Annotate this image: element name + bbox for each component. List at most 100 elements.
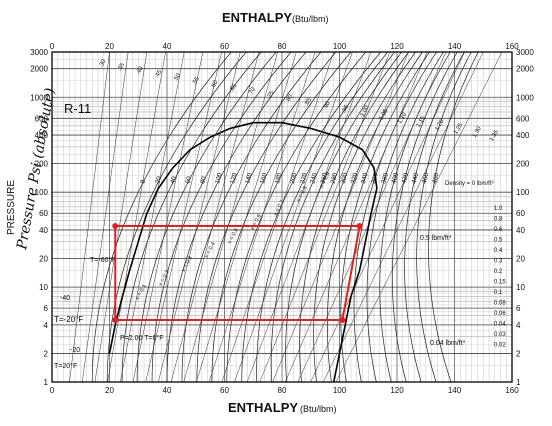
- density-value-label: 0.8: [494, 217, 503, 223]
- tick-labels: 0020204040606080801001001201201401401601…: [30, 42, 534, 395]
- x-tick-label-bottom: 40: [163, 386, 172, 395]
- x-tick-label-top: 140: [448, 42, 462, 51]
- y-tick-label-right: 60: [516, 209, 525, 218]
- density-value-label: 0.08: [494, 301, 506, 307]
- density-value-label: 0.02: [494, 343, 506, 349]
- y-tick-label-left: 2: [44, 349, 49, 358]
- isotherm-line: [166, 51, 307, 383]
- y-tick-label-left: 6: [44, 304, 49, 313]
- entropy-line: [285, 51, 428, 383]
- density-value-label: 0.3: [494, 259, 503, 265]
- isotherm-line: [404, 51, 465, 383]
- isotherm-line: [91, 51, 232, 383]
- isotherm-label: 480: [431, 172, 441, 185]
- isotherm-label: 80: [199, 175, 208, 184]
- density-value-label: 0.1: [494, 290, 503, 296]
- isotherm-label: 20: [154, 175, 163, 184]
- chart-title: R-11: [64, 101, 91, 116]
- y-tick-label-right: 1: [516, 378, 521, 387]
- isotherm-label: 460: [421, 172, 431, 185]
- cycle-state-point: [112, 223, 119, 230]
- x-tick-label-top: 80: [278, 42, 287, 51]
- entropy-label: .85: [304, 97, 314, 108]
- entropy-label: .35: [117, 62, 127, 73]
- entropy-line: [310, 51, 465, 383]
- entropy-label: .95: [341, 104, 351, 115]
- isotherm-line: [256, 51, 389, 383]
- y-tick-label-right: 2: [516, 349, 521, 358]
- density-value-label: 1.0: [494, 206, 503, 212]
- entropy-label: .80: [285, 93, 295, 104]
- y-tick-label-left: 10: [39, 283, 48, 292]
- entropy-line: [208, 51, 316, 383]
- isotherm-line: [428, 51, 479, 383]
- entropy-label: 1.15: [416, 115, 427, 129]
- isotherm-line: [196, 51, 337, 383]
- isotherm-line: [270, 51, 395, 383]
- y-tick-label-left: 1: [44, 378, 49, 387]
- density-value-label: 0.06: [494, 311, 506, 317]
- y-tick-label-right: 2000: [516, 65, 534, 74]
- entropy-line: [323, 51, 484, 383]
- entropy-line: [158, 51, 241, 383]
- y-tick-label-left: 20: [39, 255, 48, 264]
- entropy-label: .75: [266, 90, 276, 101]
- density-value-label: 0.2: [494, 269, 503, 275]
- y-tick-label-left: 60: [39, 209, 48, 218]
- isotherm-line: [241, 51, 382, 383]
- density-value-label: 0.6: [494, 227, 503, 233]
- y-tick-label-right: 100: [516, 188, 530, 197]
- y-tick-label-right: 20: [516, 255, 525, 264]
- cycle-overlay: [112, 223, 363, 324]
- y-tick-label-right: 10: [516, 283, 525, 292]
- entropy-line: [94, 51, 148, 383]
- isotherm-line: [121, 51, 262, 383]
- top-axis-title: ENTHALPY: [222, 10, 292, 25]
- isotherm-label: 260: [319, 172, 329, 185]
- isotherm-label: 440: [411, 172, 421, 185]
- density-value-label: 0.5: [494, 238, 503, 244]
- y-axis-label-printed: PRESSURE: [6, 180, 17, 235]
- entropy-label: .90: [322, 100, 332, 111]
- entropy-line: [221, 51, 334, 383]
- misc-label: T=-60°F: [90, 256, 116, 264]
- entropy-label: .50: [173, 72, 183, 83]
- x-tick-label-bottom: 60: [220, 386, 229, 395]
- x-tick-label-top: 40: [163, 42, 172, 51]
- isotherm-label: 200: [289, 172, 299, 185]
- isotherm-line: [151, 51, 292, 383]
- plot-frame: [51, 51, 513, 383]
- isotherm-line: [366, 51, 444, 383]
- y-tick-label-right: 600: [516, 114, 530, 123]
- y-tick-label-left: 40: [39, 226, 48, 235]
- isotherm-line: [391, 51, 458, 383]
- y-tick-label-right: 40: [516, 226, 525, 235]
- isotherm-label: 40: [169, 175, 178, 184]
- isotherm-label: 380: [380, 172, 390, 185]
- density-value-label: 0.03: [494, 332, 506, 338]
- y-tick-label-left: 400: [35, 131, 49, 140]
- axes: [51, 51, 513, 383]
- x-tick-label-top: 100: [333, 42, 347, 51]
- entropy-line: [132, 51, 204, 383]
- y-tick-label-right: 400: [516, 131, 530, 140]
- y-tick-label-right: 4: [516, 321, 521, 330]
- x-tick-label-top: 20: [105, 42, 114, 51]
- x-axis-label: ENTHALPY: [228, 400, 298, 415]
- isotherm-line: [353, 51, 437, 383]
- y-tick-label-left: 100: [35, 188, 49, 197]
- isotherm-label: 100: [214, 172, 224, 185]
- entropy-label: 1.35: [489, 129, 500, 143]
- isotherm-label: 180: [274, 172, 284, 185]
- isotherm-label: 300: [340, 172, 350, 185]
- y-tick-label-left: 2000: [30, 65, 48, 74]
- entropy-label: 1.10: [397, 111, 408, 125]
- entropy-label: 1.05: [378, 108, 389, 122]
- entropy-line: [120, 51, 185, 383]
- x-tick-label-bottom: 100: [333, 386, 347, 395]
- saturated-vapor-line: [253, 121, 378, 383]
- misc-label: 0.04 lbm/ft³: [430, 340, 466, 347]
- isotherm-line: [313, 51, 416, 383]
- density-value-label: 0.04: [494, 322, 506, 328]
- entropy-label: .55: [191, 76, 201, 87]
